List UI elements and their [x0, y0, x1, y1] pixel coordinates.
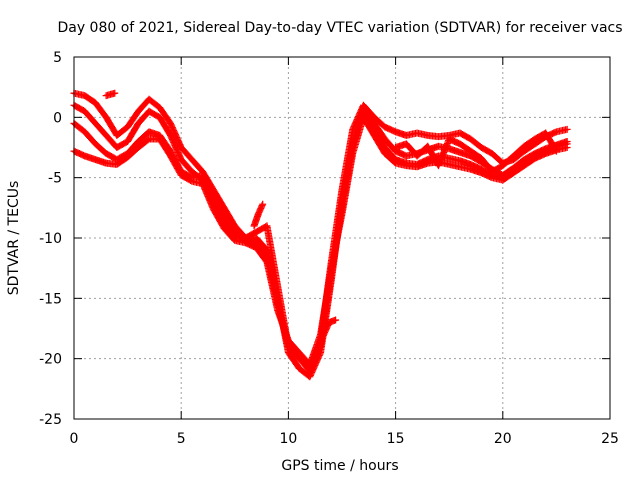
x-tick-label: 0: [70, 431, 79, 447]
y-axis-label: SDTVAR / TECUs: [6, 181, 22, 296]
data-point-marker: [332, 316, 340, 324]
series-track-4: [70, 113, 571, 369]
x-axis-label: GPS time / hours: [281, 458, 398, 474]
series-fragment-b: [250, 200, 267, 230]
grid: [74, 57, 610, 419]
series-fragment-d: [392, 129, 560, 176]
y-tick-label: 5: [53, 50, 62, 66]
x-tick-label: 25: [601, 431, 619, 447]
data-point-marker: [563, 125, 571, 133]
x-tick-label: 5: [177, 431, 186, 447]
data-point-marker: [552, 147, 560, 155]
y-tick-label: 0: [53, 110, 62, 126]
y-tick-label: -10: [39, 231, 62, 247]
data-point-marker: [259, 200, 267, 208]
y-tick-label: -20: [39, 352, 62, 368]
data-point-marker: [552, 146, 560, 154]
chart-title: Day 080 of 2021, Sidereal Day-to-day VTE…: [57, 20, 622, 36]
x-tick-label: 20: [494, 431, 512, 447]
series-fragment-a: [102, 89, 119, 100]
axis-ticks: 0 5 10 15 20 25 -25 -20 -15 -10 -5 0 5: [39, 50, 619, 447]
y-tick-label: -25: [39, 412, 62, 428]
y-tick-label: -5: [48, 171, 62, 187]
data-points: [70, 89, 571, 381]
series-fragment-c: [312, 316, 340, 363]
data-point-marker: [111, 89, 119, 97]
x-tick-label: 15: [387, 431, 405, 447]
y-tick-label: -15: [39, 291, 62, 307]
data-point-marker: [563, 144, 571, 151]
x-tick-label: 10: [279, 431, 297, 447]
